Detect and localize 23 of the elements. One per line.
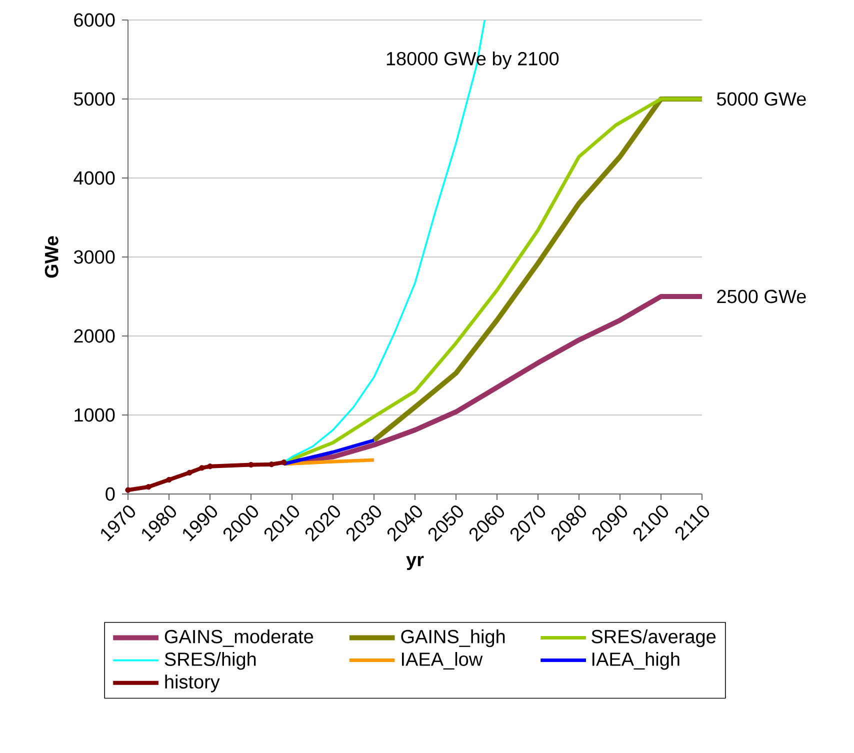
y-tick-label: 1000 — [74, 408, 115, 422]
y-tick-label: 2000 — [74, 329, 115, 343]
point — [166, 476, 172, 483]
legend-label: SRES/high — [164, 652, 256, 670]
legend-label: GAINS_moderate — [164, 629, 314, 647]
legend-label: IAEA_high — [592, 652, 680, 670]
y-tick-label: 0 — [106, 487, 115, 501]
y-tick-label: 4000 — [74, 171, 115, 185]
legend-label: SRES/average — [592, 629, 716, 648]
point — [198, 465, 205, 471]
legend-label: IAEA_low — [402, 652, 483, 670]
point — [125, 487, 131, 493]
y-tick-label: 5000 — [74, 92, 115, 106]
point — [146, 484, 152, 490]
y-axis-title: GWe — [44, 236, 58, 278]
y-tick-label: 6000 — [74, 13, 115, 27]
legend-label: GAINS_high — [401, 629, 505, 648]
annotation: 2500 GWe — [717, 290, 806, 304]
y-tick-label: 3000 — [74, 250, 115, 264]
x-axis-title: yr — [406, 556, 424, 570]
point — [186, 470, 192, 476]
annotation: 5000 GWe — [716, 92, 806, 106]
legend-label: history — [165, 674, 220, 692]
